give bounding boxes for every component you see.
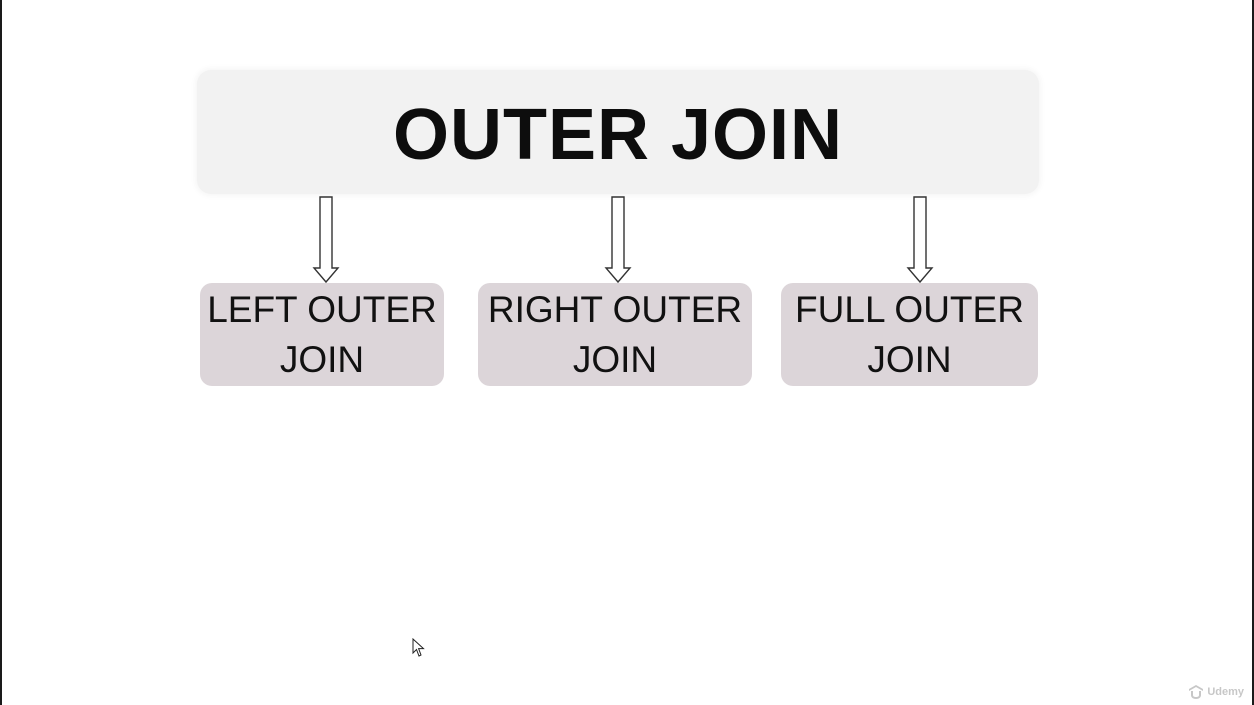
- box-label-line2: JOIN: [572, 338, 658, 380]
- left-outer-join-box: LEFT OUTER JOIN: [200, 283, 444, 386]
- full-outer-join-box: FULL OUTER JOIN: [781, 283, 1038, 386]
- outer-join-title-box: OUTER JOIN: [197, 70, 1039, 194]
- box-label-line2: JOIN: [867, 338, 952, 380]
- udemy-watermark: Udemy: [1188, 685, 1244, 699]
- down-arrow-icon: [312, 196, 340, 284]
- box-label-line1: FULL OUTER: [795, 288, 1024, 330]
- udemy-logo-icon: [1189, 685, 1204, 699]
- box-label-line2: JOIN: [279, 338, 365, 380]
- down-arrow-icon: [604, 196, 632, 284]
- right-outer-join-box: RIGHT OUTER JOIN: [478, 283, 752, 386]
- box-label-line1: RIGHT OUTER: [487, 288, 743, 330]
- box-label-line1: LEFT OUTER: [207, 288, 437, 330]
- mouse-cursor-icon: [412, 638, 425, 657]
- diagram-title: OUTER JOIN: [392, 95, 844, 175]
- watermark-text: Udemy: [1207, 686, 1244, 698]
- down-arrow-icon: [906, 196, 934, 284]
